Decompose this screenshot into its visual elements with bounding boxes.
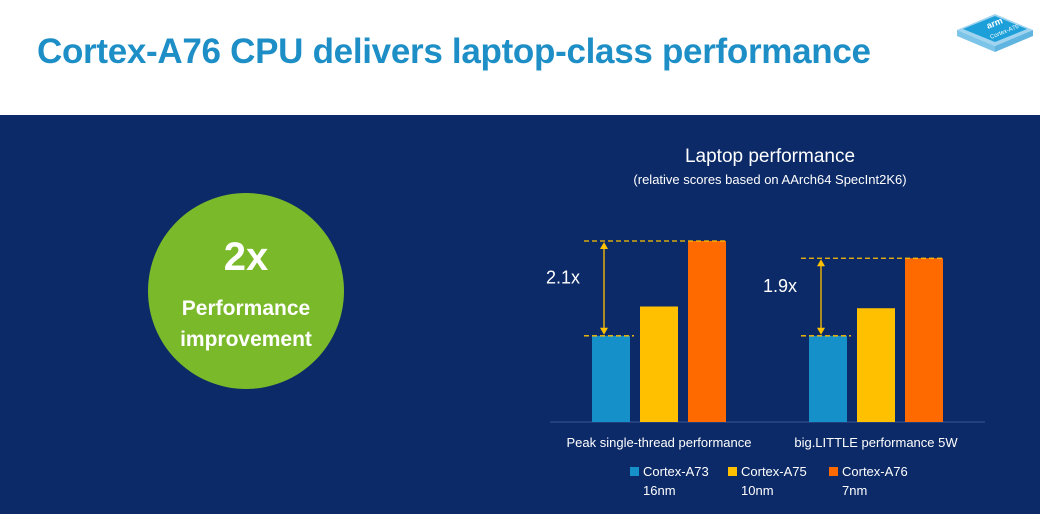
legend-process-node: 10nm bbox=[741, 483, 774, 498]
badge-value: 2x bbox=[223, 235, 269, 279]
arrow-head-up-0 bbox=[600, 242, 608, 249]
category-label-1: big.LITTLE performance 5W bbox=[794, 435, 958, 450]
performance-badge: 2x Performance improvement bbox=[148, 193, 344, 389]
arrow-head-down-1 bbox=[817, 327, 825, 335]
badge-label-line1: Performance bbox=[181, 297, 311, 320]
badge-label: Performance improvement bbox=[148, 293, 344, 355]
ratio-label-1: 1.9x bbox=[763, 276, 797, 296]
category-label-0: Peak single-thread performance bbox=[567, 435, 752, 450]
bar-cortex-a76-0 bbox=[688, 241, 726, 422]
chart-title: Laptop performance bbox=[684, 146, 856, 167]
legend-item-cortex-a76: Cortex-A76 7nm bbox=[829, 462, 908, 500]
legend-swatch bbox=[630, 467, 639, 476]
bar-cortex-a73-1 bbox=[809, 335, 847, 422]
badge-label-line2: improvement bbox=[180, 328, 312, 351]
legend-item-cortex-a75: Cortex-A75 10nm bbox=[728, 462, 807, 500]
legend-process-node: 16nm bbox=[643, 483, 676, 498]
legend-swatch bbox=[829, 467, 838, 476]
arm-cortex-a76-logo: arm Cortex-A76 bbox=[957, 14, 1033, 52]
bar-cortex-a75-0 bbox=[640, 306, 678, 422]
ratio-label-0: 2.1x bbox=[546, 267, 580, 287]
chart-subtitle: (relative scores based on AArch64 SpecIn… bbox=[633, 172, 907, 187]
arrow-head-up-1 bbox=[817, 259, 825, 267]
bar-cortex-a76-1 bbox=[905, 258, 943, 422]
bar-cortex-a73-0 bbox=[592, 335, 630, 422]
legend-item-cortex-a73: Cortex-A73 16nm bbox=[630, 462, 709, 500]
legend-process-node: 7nm bbox=[842, 483, 868, 498]
legend-series-name: Cortex-A76 bbox=[842, 464, 908, 479]
legend-series-name: Cortex-A73 bbox=[643, 464, 709, 479]
legend-swatch bbox=[728, 467, 737, 476]
page-title: Cortex-A76 CPU delivers laptop-class per… bbox=[37, 32, 871, 71]
arrow-head-down-0 bbox=[600, 327, 608, 335]
bar-cortex-a75-1 bbox=[857, 308, 895, 422]
legend-series-name: Cortex-A75 bbox=[741, 464, 807, 479]
